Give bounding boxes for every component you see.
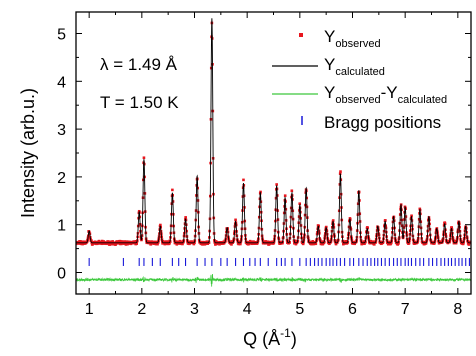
x-tick-label: 2 xyxy=(137,301,146,318)
legend-label: Bragg positions xyxy=(324,113,441,132)
observed-point xyxy=(324,225,328,229)
observed-point xyxy=(242,178,245,182)
x-axis-label: Q (Å-1) xyxy=(243,326,297,349)
observed-point xyxy=(363,242,366,246)
observed-point xyxy=(353,242,357,246)
x-tick-label: 6 xyxy=(348,301,357,318)
observed-point xyxy=(159,223,162,227)
legend-entry: Yobserved-Ycalculated xyxy=(272,83,447,106)
series-difference-line xyxy=(76,274,471,287)
legend-entry: Yobserved xyxy=(299,27,381,50)
y-tick-label: 1 xyxy=(57,218,66,235)
observed-point xyxy=(192,242,196,246)
legend-label: Yobserved-Ycalculated xyxy=(324,83,447,106)
x-tick-label: 7 xyxy=(401,301,410,318)
legend-entry: Ycalculated xyxy=(272,55,385,78)
observed-point xyxy=(166,242,169,246)
x-tick-label: 4 xyxy=(243,301,252,318)
observed-point xyxy=(366,226,369,230)
observed-point xyxy=(467,243,471,246)
observed-point xyxy=(255,242,259,245)
observed-point xyxy=(142,156,146,160)
legend-label: Ycalculated xyxy=(324,55,385,78)
observed-point xyxy=(373,243,376,246)
legend-label: Yobserved xyxy=(324,27,381,50)
observed-point xyxy=(412,239,416,243)
annotation-temperature: T = 1.50 K xyxy=(100,93,179,112)
legend: Yobserved Ycalculated Yobserved-Ycalculate… xyxy=(272,27,447,132)
x-axis-label-text: Q (Å xyxy=(243,329,280,349)
observed-point xyxy=(91,243,94,246)
observed-point xyxy=(410,214,413,218)
observed-point xyxy=(90,239,93,243)
observed-point xyxy=(328,242,331,246)
x-axis-label-close: ) xyxy=(291,329,297,349)
observed-point xyxy=(298,202,302,205)
legend-entry: Bragg positions xyxy=(301,113,441,132)
observed-point xyxy=(454,241,458,245)
observed-point xyxy=(283,194,287,197)
observed-point xyxy=(168,241,171,245)
legend-marker-observed xyxy=(299,33,303,37)
observed-point xyxy=(181,242,184,246)
observed-point xyxy=(156,242,159,246)
y-tick-label: 2 xyxy=(57,170,66,187)
observed-point xyxy=(171,188,174,192)
observed-point xyxy=(314,242,318,246)
y-axis-label: Intensity (arb.u.) xyxy=(18,88,38,218)
observed-point xyxy=(331,219,335,222)
x-tick-label: 8 xyxy=(453,301,462,318)
x-tick-label: 3 xyxy=(190,301,199,318)
observed-point xyxy=(407,241,411,245)
observed-point xyxy=(275,183,278,186)
observed-point xyxy=(184,216,187,219)
observed-point xyxy=(462,241,465,245)
observed-point xyxy=(384,219,387,222)
observed-point xyxy=(418,207,422,211)
series-calculated-line xyxy=(76,18,471,244)
x-axis-label-exponent: -1 xyxy=(280,326,291,340)
observed-point xyxy=(301,242,305,246)
observed-point xyxy=(450,226,454,229)
series-bragg-positions xyxy=(88,257,470,266)
annotation-wavelength: λ = 1.49 Å xyxy=(100,55,178,74)
observed-point xyxy=(334,242,338,246)
observed-point xyxy=(433,242,436,245)
observed-point xyxy=(339,170,342,173)
observed-point xyxy=(82,240,86,244)
observed-point xyxy=(239,242,242,246)
observed-point xyxy=(234,218,237,222)
observed-point xyxy=(397,242,400,245)
x-tick-label: 5 xyxy=(295,301,304,318)
y-tick-label: 4 xyxy=(57,74,66,91)
observed-point xyxy=(230,243,233,246)
y-tick-label: 5 xyxy=(57,27,66,44)
observed-point xyxy=(135,242,138,246)
y-tick-label: 0 xyxy=(57,265,66,282)
observed-point xyxy=(176,240,180,244)
observed-point xyxy=(290,189,294,193)
observed-point xyxy=(214,243,217,246)
x-tick-label: 1 xyxy=(85,301,94,318)
y-tick-label: 3 xyxy=(57,122,66,139)
